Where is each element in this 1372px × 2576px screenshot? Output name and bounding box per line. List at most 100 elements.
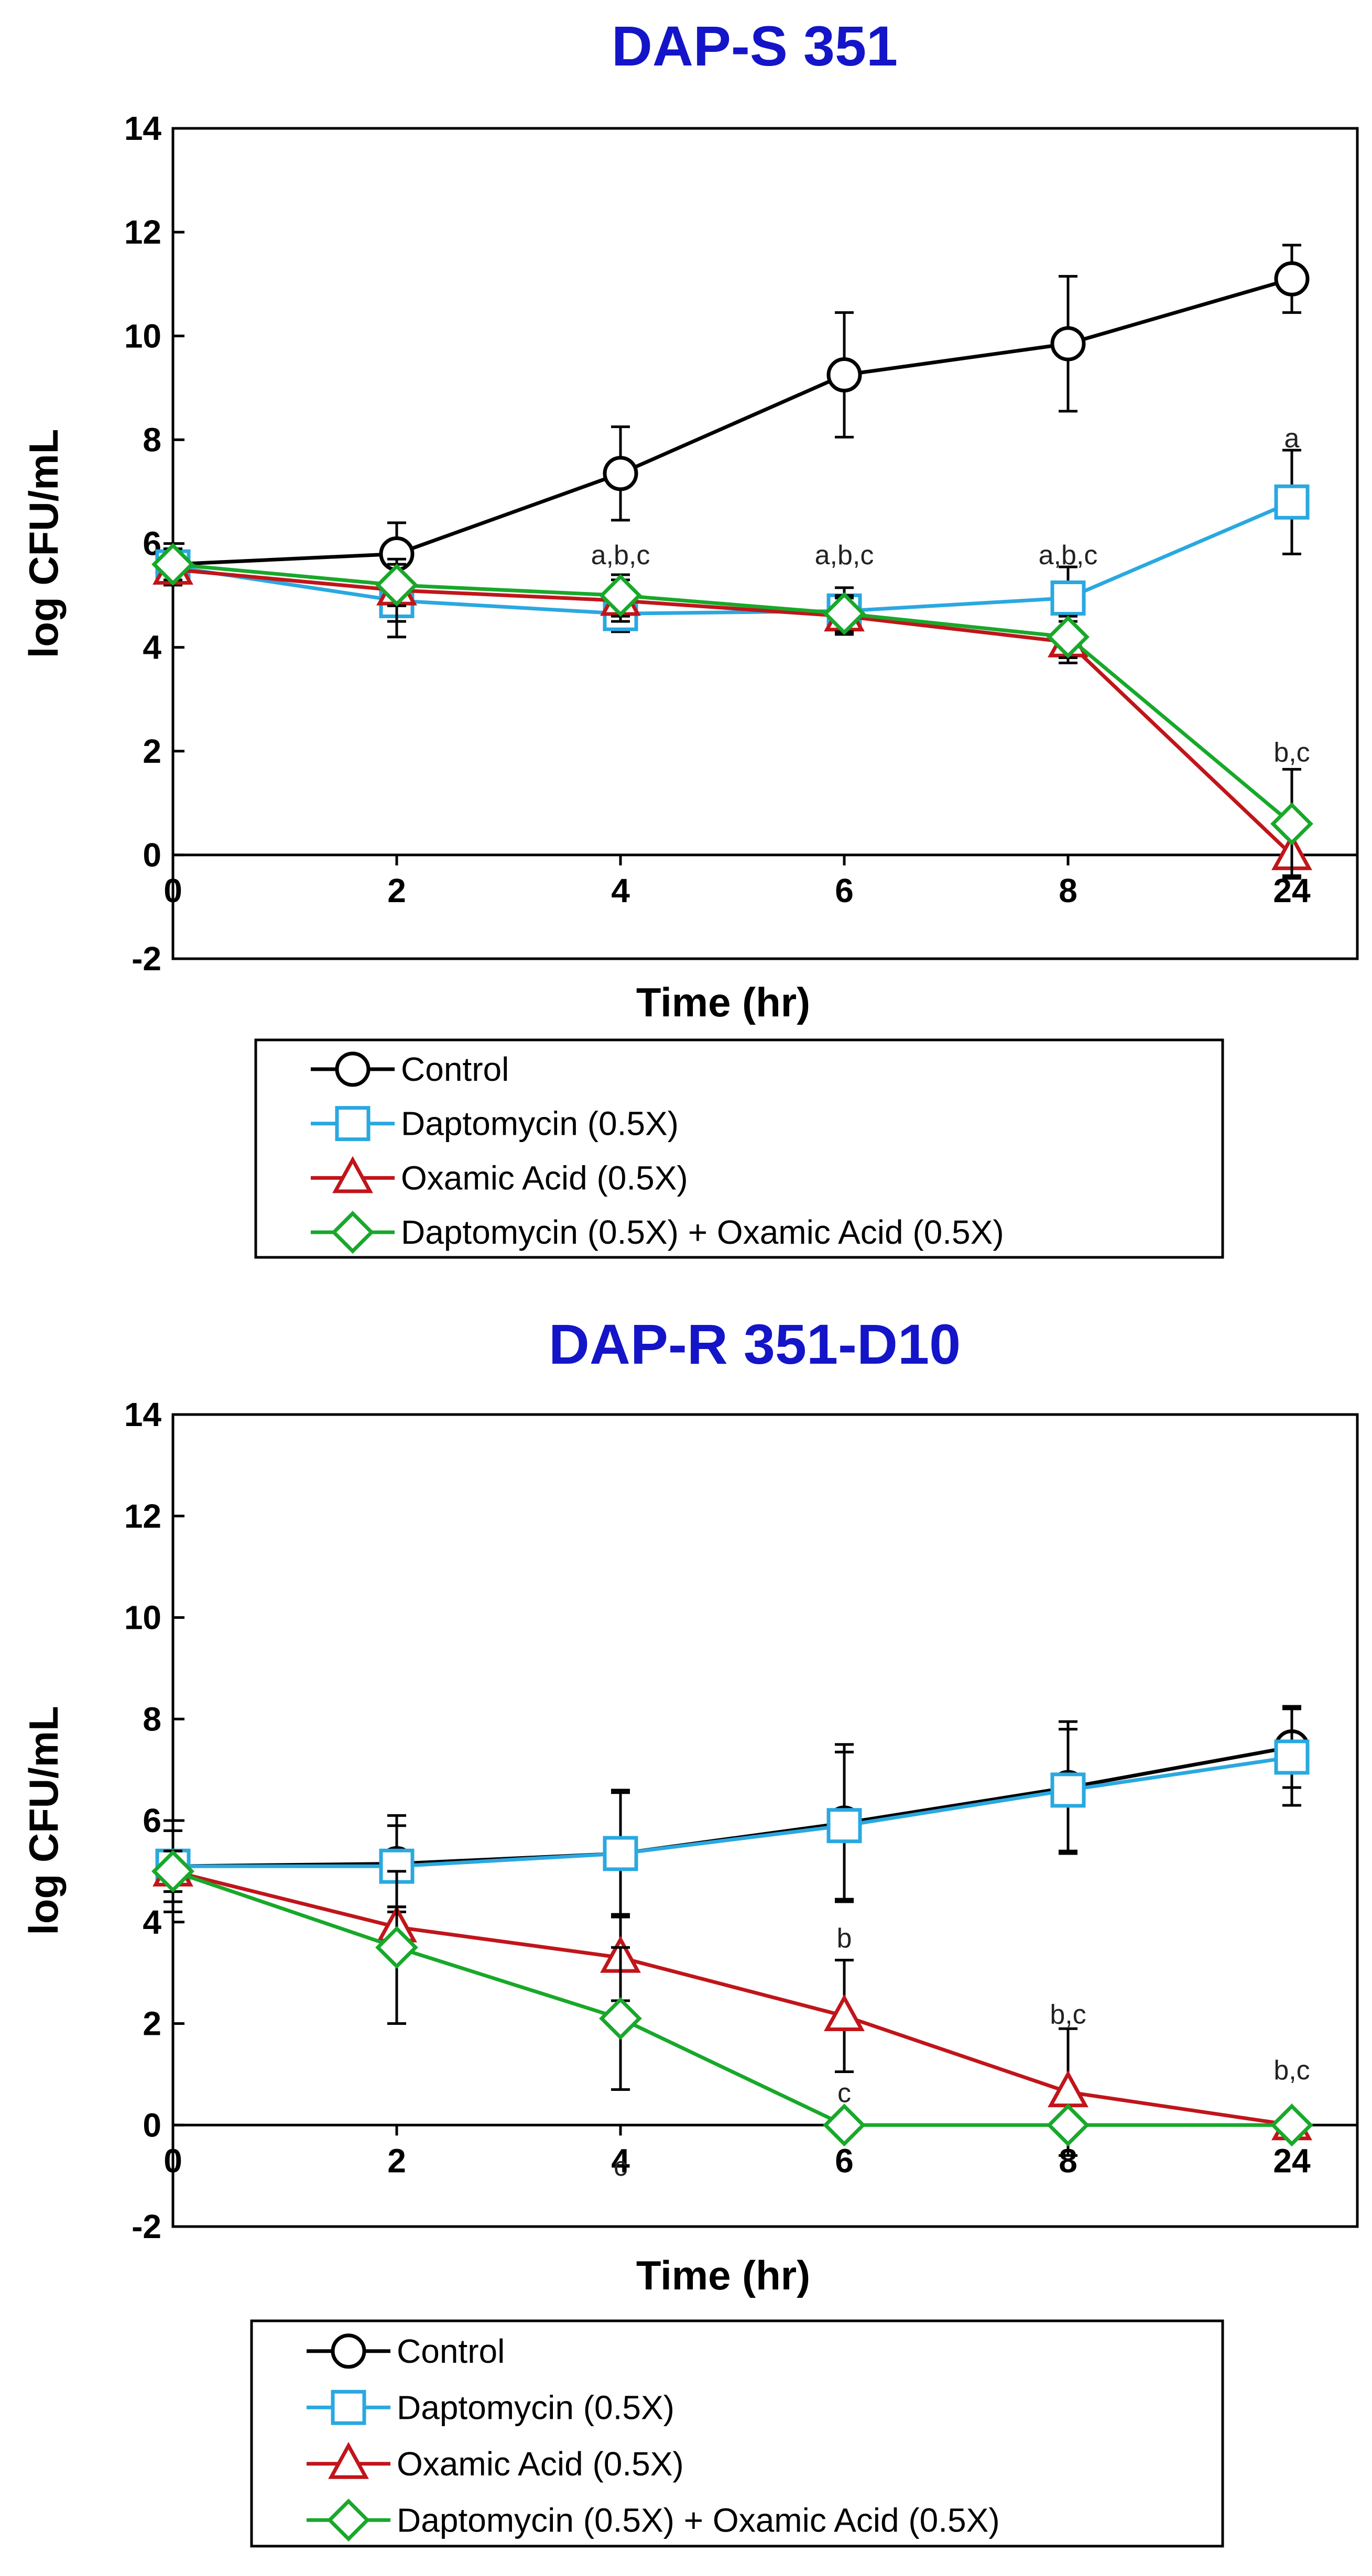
y-tick-label: -2 (132, 2208, 161, 2245)
y-tick-label: 8 (143, 421, 161, 458)
y-tick-label: 12 (124, 1497, 161, 1535)
x-tick-label: 0 (164, 2142, 182, 2179)
data-point-square (1274, 1739, 1310, 1775)
legend-frame (250, 2319, 1224, 2548)
legend-label: Daptomycin (0.5X) (397, 2388, 674, 2426)
x-tick-label: 6 (835, 872, 854, 909)
legend-item-daptomycin-0-5x: Daptomycin (0.5X) (311, 1105, 679, 1143)
series-control (155, 1705, 1310, 1919)
data-point-square (1050, 580, 1086, 616)
data-point-diamond (823, 592, 866, 635)
legend-item-daptomycin-0-5x: Daptomycin (0.5X) (307, 2388, 674, 2426)
data-point-diamond (599, 574, 642, 617)
data-point-diamond (375, 563, 418, 607)
legend-item-oxamic-acid-0-5x: Oxamic Acid (0.5X) (311, 1156, 688, 1197)
data-point-circle (603, 456, 638, 491)
significance-label: b,c (1273, 738, 1310, 768)
y-tick-label: 14 (124, 109, 162, 147)
legend-item-oxamic-acid-0-5x: Oxamic Acid (0.5X) (307, 2441, 684, 2483)
significance-label: b,c (1273, 2055, 1310, 2086)
legend-label: Daptomycin (0.5X) + Oxamic Acid (0.5X) (401, 1213, 1004, 1251)
data-point-square (1274, 484, 1310, 520)
series-line (172, 1869, 1292, 2127)
x-axis-label: Time (hr) (636, 979, 810, 1025)
y-tick-label: 0 (143, 2106, 161, 2144)
series-line (172, 500, 1293, 616)
legend-item-daptomycin-0-5x-oxamic-acid-0-5x: Daptomycin (0.5X) + Oxamic Acid (0.5X) (307, 2498, 1000, 2542)
data-point-diamond (1270, 802, 1313, 846)
series-daptomycin-0-5x (155, 1707, 1310, 1916)
data-point-diamond (151, 1849, 194, 1893)
series-oxamic-acid-0-5x (153, 547, 1312, 877)
significance-label: a (1284, 423, 1300, 454)
significance-label: b,c (1050, 2000, 1086, 2030)
legend-label: Oxamic Acid (0.5X) (397, 2445, 684, 2483)
legend-item-control: Control (307, 2332, 505, 2370)
data-point-circle (1274, 261, 1310, 297)
legend-label: Control (401, 1050, 509, 1088)
data-point-diamond (375, 1926, 418, 1969)
data-point-diamond (823, 2103, 866, 2147)
y-tick-label: 10 (124, 1599, 161, 1637)
plot-area-frame (171, 1413, 1359, 2228)
legend-label: Control (397, 2332, 505, 2370)
y-tick-label: 10 (124, 317, 161, 355)
series-line (173, 1755, 1292, 1868)
series-line (172, 567, 1293, 857)
legend-circle-icon (335, 1051, 371, 1087)
legend: Control Daptomycin (0.5X) Oxamic Acid (0.5… (254, 1038, 1224, 1259)
significance-label: c (837, 2078, 851, 2109)
data-point-square (1050, 1772, 1086, 1808)
series-line (172, 277, 1292, 566)
series-control (155, 244, 1310, 587)
series-line (172, 1869, 1292, 2127)
legend-item-daptomycin-0-5x-oxamic-acid-0-5x: Daptomycin (0.5X) + Oxamic Acid (0.5X) (311, 1211, 1004, 1254)
legend-label: Oxamic Acid (0.5X) (401, 1159, 688, 1197)
x-tick-label: 0 (164, 872, 182, 909)
series-line (172, 562, 1293, 826)
data-point-diamond (1047, 2103, 1090, 2147)
legend-diamond-icon (327, 2498, 370, 2542)
significance-label: a,b,c (591, 540, 650, 571)
legend-triangle-icon (332, 1156, 373, 1193)
legend-square-icon (331, 2389, 366, 2425)
legend-frame (254, 1038, 1224, 1259)
x-tick-label: 8 (1059, 872, 1077, 909)
significance-label: a,b,c (815, 540, 874, 571)
y-axis-label: log CFU/mL (20, 429, 67, 659)
legend-diamond-icon (331, 1211, 374, 1254)
data-point-circle (1050, 326, 1086, 361)
legend-circle-icon (331, 2333, 366, 2369)
y-axis-label: log CFU/mL (20, 1706, 67, 1935)
legend-square-icon (335, 1106, 371, 1142)
y-tick-label: 6 (143, 1802, 161, 1839)
y-tick-label: 4 (143, 629, 161, 666)
data-point-diamond (1047, 615, 1090, 659)
y-tick-label: 2 (143, 2005, 161, 2043)
data-point-circle (826, 357, 862, 393)
chart-title: DAP-R 351-D10 (549, 1312, 961, 1376)
y-tick-label: 8 (143, 1700, 161, 1738)
significance-label: a,b,c (1039, 540, 1098, 571)
x-tick-label: 4 (611, 2142, 630, 2179)
x-axis-label: Time (hr) (636, 2252, 810, 2298)
legend-label: Daptomycin (0.5X) (401, 1105, 679, 1143)
legend-triangle-icon (328, 2441, 369, 2479)
data-point-diamond (151, 543, 194, 586)
plot-area-frame (171, 127, 1359, 960)
y-tick-label: 14 (124, 1396, 162, 1433)
x-tick-label: 24 (1273, 2142, 1311, 2179)
x-tick-label: 2 (387, 2142, 406, 2179)
series-line (172, 1745, 1292, 1868)
data-point-triangle (824, 1994, 865, 2031)
y-tick-label: 2 (143, 732, 161, 770)
chart-title: DAP-S 351 (612, 14, 898, 78)
data-point-square (603, 1836, 638, 1871)
legend-label: Daptomycin (0.5X) + Oxamic Acid (0.5X) (397, 2501, 1000, 2539)
series-oxamic-acid-0-5x (153, 1849, 1312, 2157)
y-tick-label: 12 (124, 213, 161, 251)
y-tick-label: 4 (143, 1903, 161, 1941)
